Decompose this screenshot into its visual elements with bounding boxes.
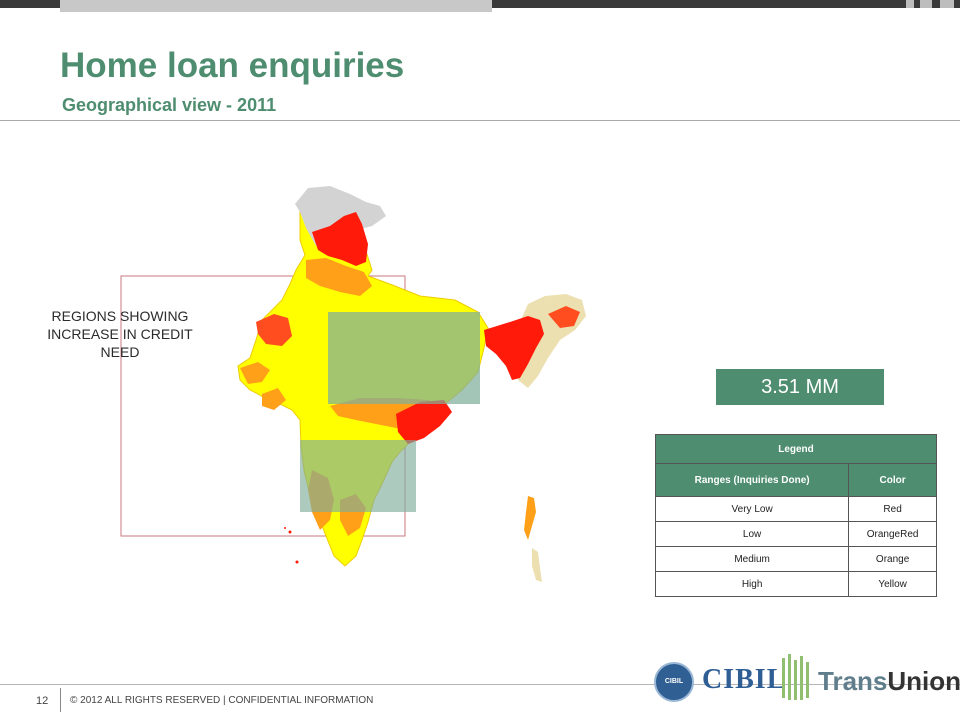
legend-range: High — [654, 571, 850, 597]
legend-color: Yellow — [848, 571, 937, 597]
india-northeast-orangered — [548, 306, 580, 328]
lakshadweep-dot — [295, 560, 299, 564]
legend-row: High Yellow — [654, 571, 937, 597]
lakshadweep-dot — [288, 530, 292, 534]
total-enquiries-badge: 3.51 MM — [716, 369, 884, 405]
transunion-logo-union: Union — [887, 666, 960, 696]
legend-color: OrangeRed — [848, 521, 937, 547]
india-west-orangered — [256, 314, 292, 346]
legend-title: Legend — [655, 434, 937, 464]
cibil-seal-logo: CIBIL — [654, 662, 694, 702]
transunion-logo-trans: Trans — [818, 666, 888, 696]
cibil-logo-text: CIBIL — [702, 664, 787, 695]
region-annotation: REGIONS SHOWING INCREASE IN CREDIT NEED — [47, 308, 193, 360]
top-bar-tab — [906, 0, 914, 8]
legend-range: Medium — [654, 546, 850, 572]
india-east-red — [396, 400, 452, 444]
page-number: 12 — [36, 695, 49, 707]
india-west-orange — [240, 362, 270, 384]
legend-table: Legend Ranges (Inquiries Done) Color Ver… — [654, 434, 937, 597]
copyright-notice: © 2012 ALL RIGHTS RESERVED | CONFIDENTIA… — [70, 695, 374, 706]
legend-row: Medium Orange — [654, 546, 937, 572]
india-north-red — [312, 212, 368, 266]
footer-divider-line — [0, 684, 960, 685]
transunion-mark-icon — [782, 654, 809, 700]
transunion-logo-text: TransUnion® — [818, 666, 960, 697]
legend-range: Very Low — [654, 496, 850, 522]
legend-column-color: Color — [848, 463, 937, 497]
legend-column-ranges: Ranges (Inquiries Done) — [654, 463, 850, 497]
india-north-orange — [306, 258, 372, 296]
lakshadweep-dot — [284, 527, 286, 529]
title-divider — [0, 120, 960, 121]
highlight-north-central — [328, 312, 480, 404]
india-northeast-red — [484, 316, 544, 380]
legend-color: Orange — [848, 546, 937, 572]
legend-row: Very Low Red — [654, 496, 937, 522]
top-bar-tab — [940, 0, 954, 8]
nicobar-islands — [532, 548, 542, 582]
legend-row: Low OrangeRed — [654, 521, 937, 547]
footer-separator — [60, 688, 61, 712]
india-west-orange-2 — [262, 388, 286, 410]
andaman-islands — [524, 496, 536, 540]
legend-range: Low — [654, 521, 850, 547]
page-title: Home loan enquiries — [60, 46, 405, 85]
highlight-south — [300, 440, 416, 512]
legend-color: Red — [848, 496, 937, 522]
page-subtitle: Geographical view - 2011 — [62, 95, 277, 115]
top-bar-tab — [920, 0, 932, 8]
top-bar-accent — [60, 0, 492, 12]
